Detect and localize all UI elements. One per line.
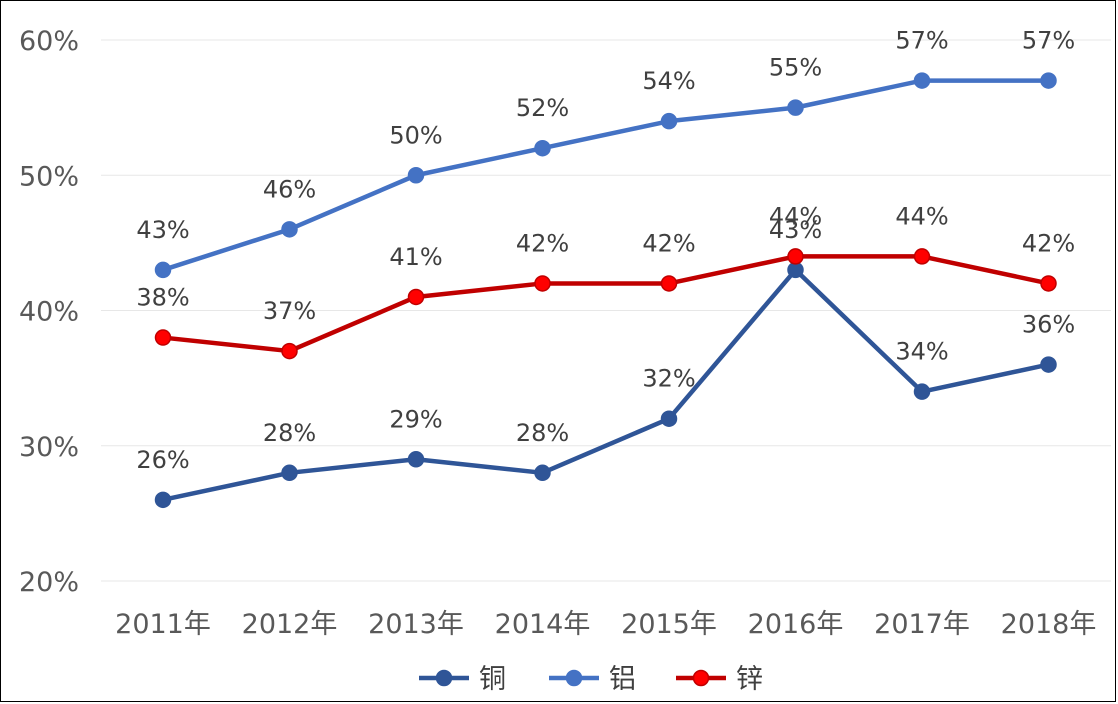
data-point [407, 167, 425, 184]
y-tick-label: 40% [19, 297, 79, 328]
data-label: 54% [642, 67, 695, 95]
data-label: 57% [1022, 27, 1075, 55]
gridlines [101, 39, 1111, 582]
x-tick-label: 2016年 [748, 609, 844, 640]
data-label: 44% [895, 202, 948, 230]
data-label: 50% [389, 121, 442, 149]
data-label: 28% [516, 419, 569, 447]
data-point [913, 72, 931, 89]
data-label: 42% [516, 229, 569, 257]
data-point [281, 342, 298, 360]
x-axis-ticks: 2011年 2012年 2013年 2014年 2015年 2016年 2017年 2018年 [115, 609, 1096, 640]
data-label: 43% [136, 216, 189, 244]
data-label: 52% [516, 94, 569, 122]
data-label: 34% [895, 338, 948, 366]
series-line-2 [162, 254, 1049, 354]
data-label: 42% [642, 229, 695, 257]
data-label: 46% [263, 175, 316, 203]
data-label: 57% [895, 27, 948, 55]
x-tick-label: 2018年 [1001, 609, 1097, 640]
data-point [534, 464, 551, 482]
data-label: 41% [389, 243, 442, 271]
data-label: 44% [769, 202, 822, 230]
data-point [281, 464, 298, 482]
data-label: 29% [389, 405, 442, 433]
data-label: 55% [769, 54, 822, 82]
data-point [154, 329, 172, 346]
series-markers [154, 72, 1057, 509]
data-point [787, 261, 804, 279]
x-tick-label: 2013年 [368, 609, 464, 640]
x-tick-label: 2015年 [621, 609, 717, 640]
data-point [1040, 72, 1057, 89]
data-point [660, 275, 678, 292]
data-point [913, 383, 931, 400]
data-point [1040, 356, 1057, 373]
data-label: 32% [642, 365, 695, 393]
data-point [534, 139, 551, 157]
data-label: 26% [136, 446, 189, 474]
legend-label: 铝 [609, 664, 636, 695]
data-point [913, 248, 931, 265]
data-point [534, 275, 551, 292]
data-point [787, 248, 804, 265]
data-label: 36% [1022, 311, 1075, 339]
y-tick-label: 50% [19, 161, 79, 192]
legend-marker [692, 669, 710, 687]
data-point [154, 261, 172, 279]
data-point [407, 451, 425, 468]
data-label: 42% [1022, 229, 1075, 257]
data-point [154, 491, 172, 509]
data-point [281, 221, 298, 238]
x-tick-label: 2017年 [874, 609, 970, 640]
data-label: 37% [263, 297, 316, 325]
x-tick-label: 2011年 [115, 609, 211, 640]
series-line-0 [162, 267, 1049, 503]
legend-label: 铜 [479, 664, 506, 695]
legend-marker [435, 669, 453, 687]
legend: 铜铝锌 [419, 664, 763, 695]
y-tick-label: 30% [19, 432, 79, 463]
x-tick-label: 2014年 [495, 609, 591, 640]
data-point [1040, 275, 1057, 292]
data-label: 38% [136, 284, 189, 312]
data-label: 43% [769, 216, 822, 244]
y-axis-ticks: 20% 30% 40% 50% 60% [19, 26, 79, 598]
series-lines [162, 78, 1049, 503]
series-line-1 [162, 78, 1049, 273]
legend-marker [565, 669, 583, 687]
legend-label: 锌 [736, 664, 763, 695]
y-tick-label: 20% [19, 567, 79, 598]
data-point [660, 410, 678, 427]
data-label: 28% [263, 419, 316, 447]
data-point [787, 99, 804, 116]
y-tick-label: 60% [19, 26, 79, 57]
data-point [660, 112, 678, 130]
data-point [407, 288, 425, 306]
x-tick-label: 2012年 [242, 609, 338, 640]
data-labels: 26% 28% 29% 28% 32% 43% 34% 36% 43% 46% 50% 52% 54% 5… [136, 27, 1075, 474]
